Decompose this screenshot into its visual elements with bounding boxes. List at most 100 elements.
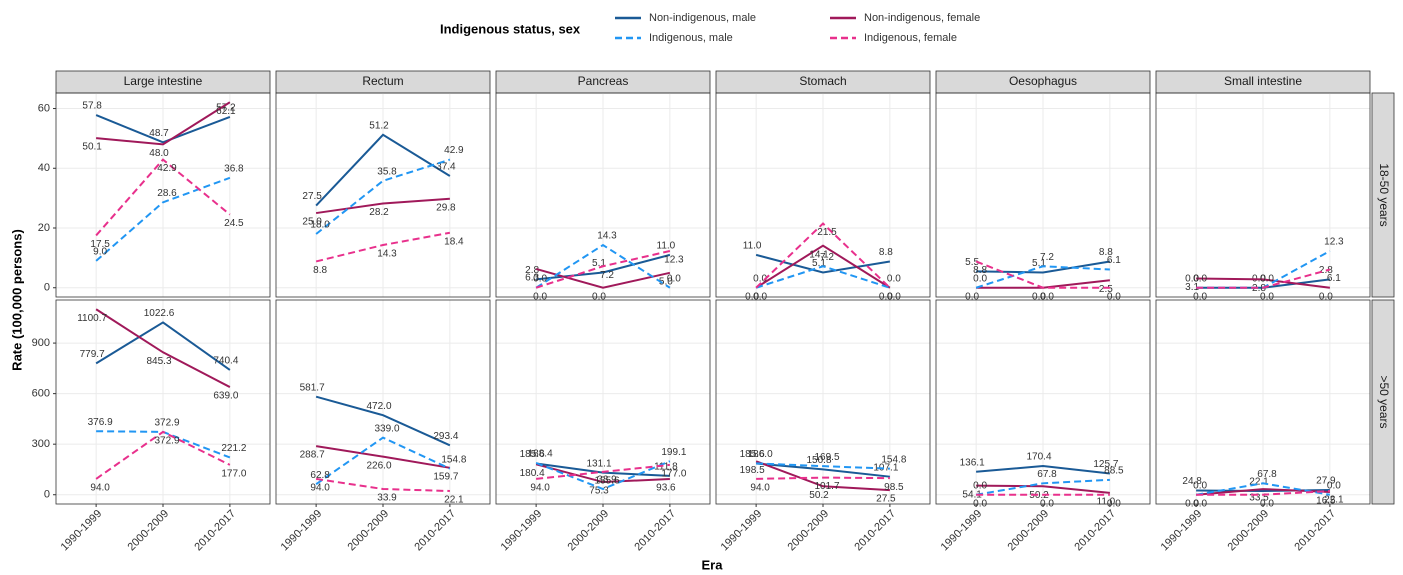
- line: [755, 265, 891, 289]
- line: [755, 460, 890, 492]
- panel-border: [1155, 92, 1371, 298]
- strip-label: Large intestine: [124, 74, 203, 88]
- line: [95, 308, 231, 388]
- data-label: 0.0: [973, 273, 987, 284]
- line: [975, 260, 1110, 289]
- x-tick-label: 2010-2017: [192, 508, 238, 554]
- data-label: 0.0: [592, 291, 606, 302]
- data-label: 159.7: [433, 471, 458, 482]
- line: [756, 476, 890, 480]
- line: [95, 158, 231, 237]
- data-label: 11.0: [743, 241, 762, 252]
- line: [975, 265, 1110, 289]
- data-label: 22.1: [1249, 477, 1269, 488]
- y-tick-label: 300: [32, 438, 50, 450]
- x-tick-label: 2010-2017: [1292, 508, 1338, 554]
- x-tick-label: 2000-2009: [565, 508, 611, 554]
- line: [755, 253, 891, 274]
- data-label: 12.3: [1324, 237, 1344, 248]
- data-label: 5.5: [965, 257, 979, 268]
- data-label: 27.5: [302, 191, 322, 202]
- data-label: 57.8: [82, 101, 102, 112]
- x-tick-label: 1990-1999: [719, 508, 765, 554]
- data-label: 67.8: [1257, 469, 1277, 480]
- legend-title: Indigenous status, sex: [440, 21, 581, 36]
- data-label: 6.3: [525, 273, 539, 284]
- line: [756, 462, 890, 478]
- data-label: 50.1: [82, 142, 102, 153]
- panel-border: [275, 92, 491, 298]
- line: [315, 133, 451, 207]
- line: [315, 477, 450, 493]
- data-label: 0.0: [753, 273, 767, 284]
- data-label: 42.9: [157, 163, 177, 174]
- y-tick-label: 900: [32, 337, 50, 349]
- data-label: 16.5: [1316, 496, 1336, 507]
- data-label: 27.5: [876, 494, 896, 505]
- data-label: 2.8: [1252, 283, 1266, 294]
- data-label: 0.0: [1032, 291, 1046, 302]
- panel-border: [935, 92, 1151, 298]
- data-label: 42.9: [444, 145, 464, 156]
- data-label: 0.0: [667, 273, 681, 284]
- data-label: 6.1: [1107, 255, 1121, 266]
- data-label: 198.5: [740, 465, 765, 476]
- data-label: 22.1: [1324, 495, 1344, 506]
- data-label: 0.0: [965, 291, 979, 302]
- y-tick-label: 20: [38, 222, 50, 234]
- line: [315, 445, 451, 469]
- data-label: 0.0: [1185, 498, 1199, 509]
- data-label: 5.0: [659, 276, 673, 287]
- data-label: 288.7: [300, 450, 325, 461]
- data-label: 50.2: [1029, 490, 1049, 501]
- data-label: 36.8: [224, 163, 244, 174]
- line: [535, 460, 671, 491]
- data-label: 0.0: [1260, 498, 1274, 509]
- data-label: 62.8: [310, 470, 330, 481]
- data-label: 37.4: [436, 162, 456, 173]
- data-label: 9.0: [93, 247, 107, 258]
- data-label: 7.2: [820, 252, 834, 263]
- data-label: 5.1: [1032, 258, 1046, 269]
- line: [536, 253, 671, 281]
- data-label: 94.0: [90, 483, 110, 494]
- x-tick-label: 2000-2009: [1225, 508, 1271, 554]
- data-label: 33.9: [377, 493, 397, 504]
- data-label: 0.0: [1193, 291, 1207, 302]
- line: [315, 436, 451, 485]
- x-tick-label: 2000-2009: [785, 508, 831, 554]
- line: [535, 267, 671, 289]
- data-label: 226.0: [366, 460, 391, 471]
- data-label: 3.1: [1185, 282, 1199, 293]
- data-label: 199.1: [661, 447, 686, 458]
- data-label: 0.0: [1319, 291, 1333, 302]
- x-tick-label: 2010-2017: [632, 508, 678, 554]
- line: [1196, 490, 1330, 496]
- row-strip-label: 18-50 years: [1377, 163, 1391, 226]
- line: [315, 197, 450, 215]
- data-label: 14.3: [377, 249, 397, 260]
- data-label: 186.0: [748, 449, 773, 460]
- line: [755, 244, 891, 289]
- data-label: 93.6: [656, 483, 676, 494]
- data-label: 12.3: [664, 255, 684, 266]
- data-label: 94.0: [310, 483, 330, 494]
- data-label: 0.0: [1327, 480, 1341, 491]
- data-label: 27.9: [1316, 476, 1336, 487]
- data-label: 62.1: [216, 106, 236, 117]
- data-label: 0.0: [1040, 291, 1054, 302]
- data-label: 0.0: [533, 291, 547, 302]
- data-label: 111.8: [654, 462, 678, 473]
- data-label: 25.0: [302, 217, 322, 228]
- row-strip-label: >50 years: [1377, 375, 1391, 428]
- line: [755, 222, 891, 289]
- data-label: 740.4: [213, 356, 238, 367]
- panel-border: [495, 92, 711, 298]
- data-label: 8.8: [1099, 247, 1113, 258]
- data-label: 94.0: [530, 483, 550, 494]
- data-label: 0.0: [1193, 480, 1207, 491]
- data-label: 14.1: [809, 249, 829, 260]
- data-label: 177.0: [661, 469, 686, 480]
- data-label: 101.7: [814, 481, 839, 492]
